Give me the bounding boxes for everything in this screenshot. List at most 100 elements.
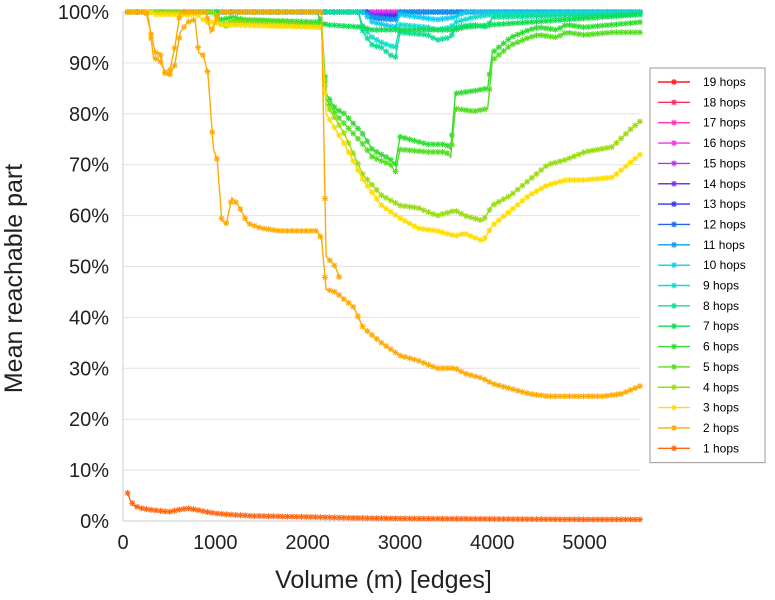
data-point [138,505,145,512]
data-point [340,129,347,136]
data-point [134,9,141,15]
data-point [242,215,249,222]
data-point [604,392,611,399]
data-point [411,137,418,144]
data-point [458,231,465,238]
data-point [458,17,465,24]
data-point [510,205,517,212]
data-point [542,183,549,190]
data-point [671,160,677,167]
legend-label: 15 hops [703,156,746,170]
data-point [397,215,404,222]
data-point [354,313,361,320]
data-point [594,30,601,37]
data-point [425,15,432,22]
data-point [472,215,479,222]
data-point [373,36,380,43]
data-point [378,151,385,158]
data-point [533,516,540,523]
data-point [416,357,423,364]
data-point [505,384,512,391]
data-point [580,393,587,400]
data-point [632,122,639,129]
data-point [411,356,418,363]
data-point [519,182,526,189]
legend-label: 6 hops [703,340,739,354]
data-point [204,68,211,75]
legend-item: 11 hops [658,238,745,252]
data-point [364,182,371,189]
data-point [124,490,131,497]
data-point [557,178,564,185]
data-point [547,25,554,32]
y-tick-label: 80% [69,104,109,126]
data-point [326,257,333,264]
data-point [453,13,460,20]
data-point [524,178,531,185]
legend-item: 4 hops [658,380,739,394]
data-point [636,19,643,26]
data-point [627,12,634,19]
data-point [514,387,521,394]
data-point [632,516,639,523]
data-point [463,16,470,23]
data-point [322,195,329,202]
x-tick-label: 5000 [562,532,607,554]
data-point [364,35,371,42]
data-point [383,154,390,161]
legend-item: 15 hops [658,156,746,170]
data-point [472,373,479,380]
legend-label: 11 hops [703,238,745,252]
data-point [439,35,446,42]
data-point [608,516,615,523]
data-point [397,202,404,209]
data-point [618,167,625,174]
legend-label: 9 hops [703,279,739,293]
data-point [420,207,427,214]
y-tick-label: 70% [69,155,109,177]
data-point [199,51,206,58]
data-point [199,9,206,15]
data-point [453,26,460,33]
data-point [510,386,517,393]
data-point [209,26,216,33]
legend-label: 18 hops [703,95,746,109]
data-point [416,225,423,232]
data-point [636,118,643,125]
data-point [345,23,352,30]
data-point [232,199,239,206]
data-point [491,55,498,62]
data-point [350,130,357,137]
data-point [519,388,526,395]
data-point [383,194,390,201]
data-point [514,39,521,46]
data-point [458,368,465,375]
data-point [383,15,390,22]
data-point [420,31,427,38]
data-point [463,370,470,377]
data-point [585,148,592,155]
data-point [505,209,512,216]
data-point [232,9,239,15]
data-point [439,211,446,218]
data-point [326,106,333,113]
data-point [336,122,343,129]
data-point [505,20,512,27]
data-point [223,15,230,22]
data-point [495,51,502,58]
legend-label: 2 hops [703,421,739,435]
data-point [143,10,150,17]
data-point [425,9,432,15]
data-point [671,384,677,391]
data-point [585,23,592,30]
data-point [477,86,484,93]
data-point [369,34,376,41]
data-point [209,9,216,15]
data-point [392,515,399,522]
x-tick-label: 3000 [378,532,423,554]
data-point [331,514,338,521]
legend-item: 17 hops [658,116,746,130]
data-point [190,506,197,513]
data-point [359,140,366,147]
data-point [401,203,408,210]
